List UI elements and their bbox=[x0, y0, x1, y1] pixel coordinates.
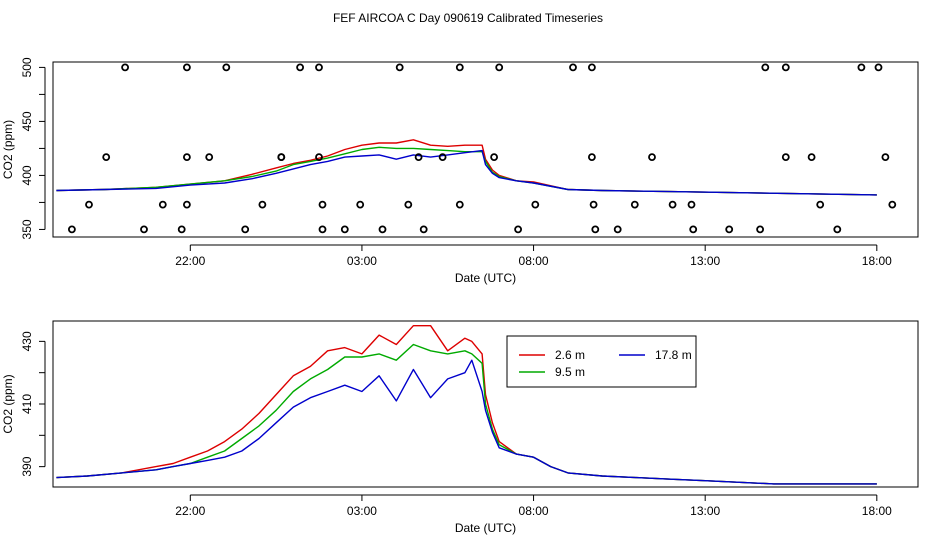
bottom-y-axis-label: CO2 (ppm) bbox=[1, 374, 15, 433]
top-calibration-marker bbox=[689, 225, 698, 234]
top-y-tick-label: 450 bbox=[20, 111, 34, 131]
top-y-tick-label: 400 bbox=[20, 165, 34, 185]
bottom-series-9-5-m bbox=[56, 343, 877, 485]
top-y-axis-label: CO2 (ppm) bbox=[1, 120, 15, 179]
top-calibration-marker bbox=[177, 225, 186, 234]
top-calibration-marker bbox=[816, 200, 825, 209]
top-calibration-marker bbox=[85, 200, 93, 209]
top-calibration-marker bbox=[455, 200, 464, 209]
top-y-tick-label: 500 bbox=[20, 57, 34, 77]
top-panel: 22:00 03:00 08:00 13:00 18:00 Date (UTC) 350 40… bbox=[1, 57, 919, 285]
top-y-tick-label: 350 bbox=[20, 219, 34, 239]
top-calibration-marker bbox=[395, 63, 404, 72]
top-calibration-marker bbox=[455, 63, 464, 72]
top-calibration-marker bbox=[438, 153, 447, 162]
top-x-tick-label: 22:00 bbox=[175, 254, 205, 268]
top-x-tick-label: 08:00 bbox=[519, 254, 549, 268]
top-calibration-marker bbox=[68, 225, 76, 234]
top-calibration-marker bbox=[182, 200, 191, 209]
bottom-panel: 22:00 03:00 08:00 13:00 18:00 Date (UTC) 390 41… bbox=[1, 320, 919, 535]
top-calibration-marker bbox=[318, 225, 327, 234]
top-calibration-marker bbox=[833, 225, 842, 234]
bottom-x-tick-label: 13:00 bbox=[690, 504, 720, 518]
legend-label: 17.8 m bbox=[655, 348, 692, 362]
legend-box bbox=[506, 335, 697, 388]
bottom-x-tick-label: 18:00 bbox=[862, 504, 892, 518]
top-calibration-marker bbox=[857, 63, 866, 72]
top-calibration-marker bbox=[158, 200, 167, 209]
top-calibration-marker bbox=[613, 225, 622, 234]
top-calibration-marker bbox=[222, 63, 231, 72]
top-calibration-marker bbox=[588, 153, 596, 162]
top-calibration-marker bbox=[514, 225, 522, 234]
top-plot-frame bbox=[52, 61, 919, 238]
top-calibration-marker bbox=[121, 63, 129, 72]
top-calibration-marker bbox=[296, 63, 305, 72]
top-calibration-marker bbox=[569, 63, 577, 72]
bottom-y-tick-label: 390 bbox=[20, 456, 34, 476]
bottom-x-tick-label: 08:00 bbox=[519, 504, 549, 518]
top-calibration-marker bbox=[356, 200, 365, 209]
bottom-x-tick-label: 03:00 bbox=[347, 504, 377, 518]
top-calibration-marker bbox=[495, 63, 504, 72]
top-calibration-marker bbox=[687, 200, 696, 209]
bottom-x-tick-label: 22:00 bbox=[175, 504, 205, 518]
top-calibration-marker bbox=[404, 200, 413, 209]
top-calibration-marker bbox=[630, 200, 639, 209]
bottom-plot-frame bbox=[52, 320, 919, 488]
top-calibration-marker bbox=[140, 225, 148, 234]
top-calibration-marker bbox=[182, 63, 191, 72]
top-calibration-marker bbox=[378, 225, 387, 234]
top-x-tick-label: 03:00 bbox=[347, 254, 377, 268]
top-calibration-marker bbox=[490, 153, 499, 162]
bottom-series-17-8-m bbox=[56, 359, 877, 485]
top-series-17-8-m bbox=[56, 149, 877, 196]
top-calibration-marker bbox=[241, 225, 250, 234]
top-calibration-marker bbox=[182, 153, 191, 162]
top-calibration-marker bbox=[589, 200, 598, 209]
top-calibration-marker bbox=[881, 153, 890, 162]
bottom-y-tick-label: 430 bbox=[20, 331, 34, 351]
top-calibration-marker bbox=[807, 153, 816, 162]
top-calibration-marker bbox=[258, 200, 267, 209]
top-calibration-marker bbox=[781, 63, 790, 72]
top-calibration-marker bbox=[318, 200, 327, 209]
top-calibration-marker bbox=[205, 153, 214, 162]
top-calibration-marker bbox=[315, 63, 323, 72]
chart-title: FEF AIRCOA C Day 090619 Calibrated Times… bbox=[333, 11, 603, 25]
top-calibration-marker bbox=[591, 225, 600, 234]
top-calibration-marker bbox=[756, 225, 764, 234]
top-x-tick-label: 18:00 bbox=[862, 254, 892, 268]
top-calibration-marker bbox=[725, 225, 734, 234]
top-calibration-marker bbox=[102, 153, 111, 162]
top-calibration-marker bbox=[761, 63, 770, 72]
top-calibration-marker bbox=[419, 225, 428, 234]
top-calibration-marker bbox=[668, 200, 677, 209]
legend-label: 9.5 m bbox=[555, 365, 585, 379]
top-calibration-marker bbox=[648, 153, 656, 162]
top-calibration-marker bbox=[315, 153, 323, 162]
bottom-x-axis-label: Date (UTC) bbox=[455, 521, 516, 535]
top-calibration-marker bbox=[781, 153, 790, 162]
top-calibration-marker bbox=[588, 63, 596, 72]
bottom-series-2-6-m bbox=[56, 325, 877, 485]
top-calibration-marker bbox=[874, 63, 883, 72]
top-calibration-marker bbox=[531, 200, 540, 209]
top-calibration-marker bbox=[277, 153, 286, 162]
legend-label: 2.6 m bbox=[555, 348, 585, 362]
top-x-axis-label: Date (UTC) bbox=[455, 271, 516, 285]
top-calibration-marker bbox=[414, 153, 423, 162]
top-series-9-5-m bbox=[56, 146, 877, 196]
top-x-tick-label: 13:00 bbox=[690, 254, 720, 268]
bottom-y-tick-label: 410 bbox=[20, 394, 34, 414]
legend: 2.6 m 17.8 m 9.5 m bbox=[506, 335, 697, 388]
top-calibration-marker bbox=[340, 225, 349, 234]
top-calibration-marker bbox=[888, 200, 897, 209]
